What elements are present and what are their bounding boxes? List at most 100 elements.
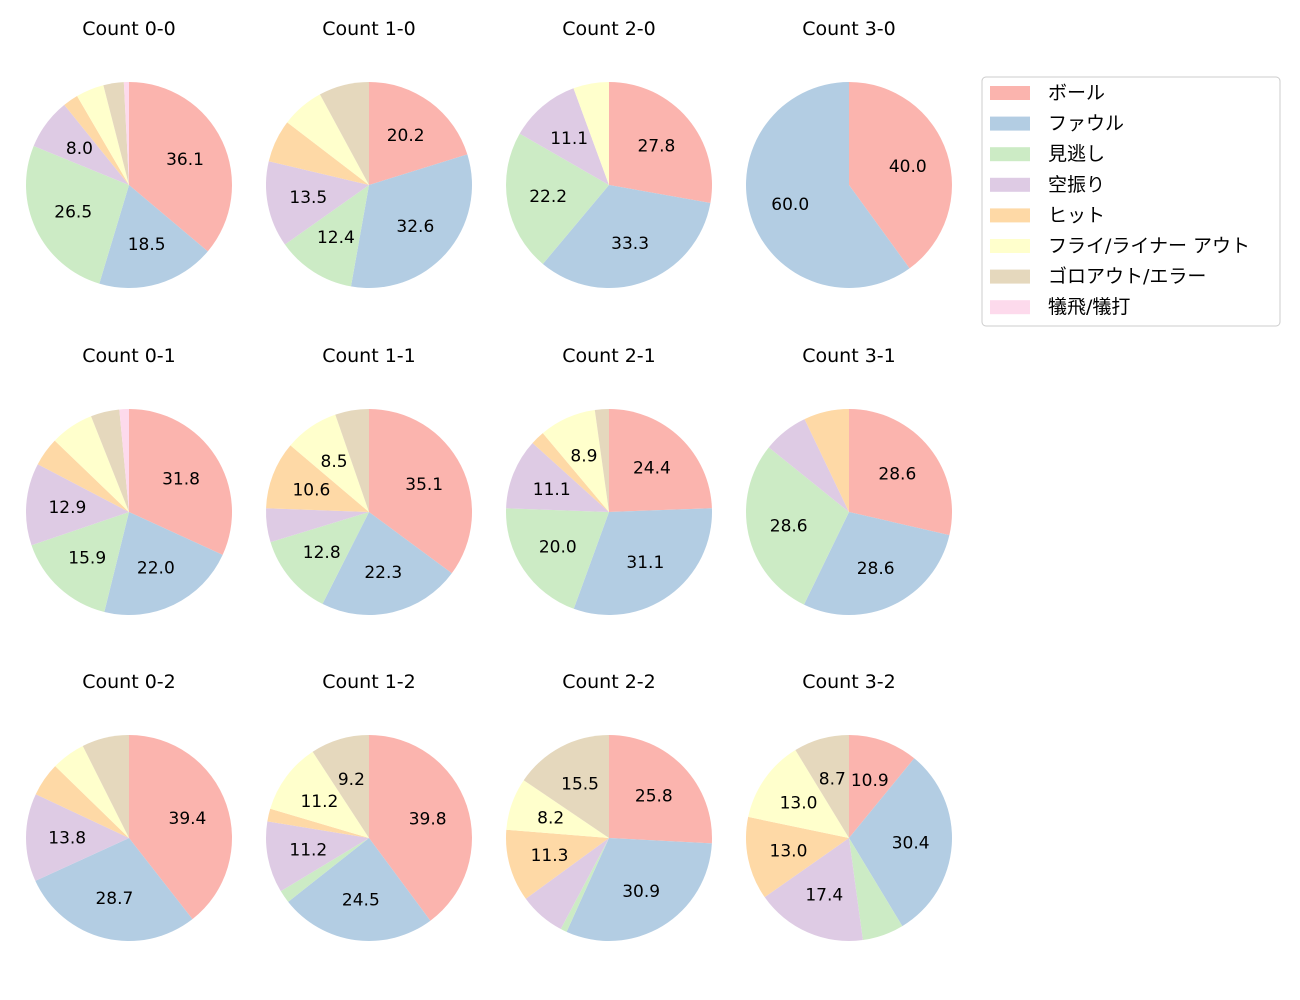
pie-slice <box>768 419 849 512</box>
pie-slice <box>35 838 193 941</box>
slice-label: 12.4 <box>317 228 355 248</box>
pie-slice <box>37 440 129 512</box>
pie-slice <box>312 735 369 838</box>
slice-label: 12.8 <box>303 543 341 563</box>
pie-slice <box>82 735 129 838</box>
slice-label: 30.4 <box>892 833 930 853</box>
slice-label: 24.4 <box>633 459 671 479</box>
pie-title: Count 3-0 <box>802 18 896 40</box>
pie-slice <box>795 735 849 838</box>
slice-label: 11.1 <box>550 129 588 149</box>
pie-slice <box>506 133 609 264</box>
pie-slice <box>35 766 130 838</box>
slice-label: 10.9 <box>851 771 889 791</box>
legend-label: フライ/ライナー アウト <box>1048 235 1250 257</box>
pie-slice <box>104 512 223 615</box>
slice-label: 39.8 <box>409 810 447 830</box>
pie-slice <box>519 88 609 185</box>
pie-slice <box>849 735 915 838</box>
legend-swatch <box>990 300 1030 315</box>
slice-label: 8.7 <box>819 769 846 789</box>
slice-label: 24.5 <box>342 890 380 910</box>
pie-count-0-0: Count 0-0 36.1 18.5 26.5 8.0 <box>26 18 232 288</box>
legend-swatch <box>990 147 1030 162</box>
pie-slice <box>266 821 369 892</box>
pie-count-2-2: Count 2-2 25.8 30.9 11.3 8.2 15.5 <box>506 671 712 941</box>
pie-slice <box>609 82 713 204</box>
pie-slice <box>746 82 910 288</box>
pie-title: Count 0-0 <box>82 18 176 40</box>
slice-label: 13.0 <box>780 793 818 813</box>
pie-slice <box>746 447 849 605</box>
pie-title: Count 2-1 <box>562 345 656 367</box>
slice-label: 31.1 <box>626 553 664 573</box>
slice-label: 8.0 <box>66 139 93 159</box>
legend-label: ボール <box>1048 82 1105 104</box>
pie-slice <box>77 85 129 185</box>
slice-label: 25.8 <box>635 786 673 806</box>
pie-slice <box>266 161 369 245</box>
pie-slice <box>849 838 903 941</box>
legend-label: ゴロアウト/エラー <box>1048 266 1206 288</box>
pie-slice <box>265 508 369 543</box>
legend-swatch <box>990 208 1030 223</box>
slice-label: 17.4 <box>805 886 843 906</box>
slice-label: 18.5 <box>128 235 166 255</box>
pie-count-1-2: Count 1-239.824.511.211.29.2 <box>266 671 472 941</box>
pie-slice <box>369 735 472 921</box>
legend-label: 見逃し <box>1048 143 1105 165</box>
pie-title: Count 3-2 <box>802 671 896 693</box>
slice-label: 60.0 <box>771 195 809 215</box>
slice-label: 31.8 <box>162 470 200 490</box>
pie-count-3-1: Count 3-1 28.6 28.6 28.6 <box>746 345 952 616</box>
pie-slice <box>532 433 609 512</box>
pie-slice <box>525 838 609 930</box>
slice-label: 10.6 <box>292 481 330 501</box>
pie-count-2-1: Count 2-1 24.4 31.1 20.0 11.1 8.9 <box>506 345 713 615</box>
pie-slice <box>560 838 609 932</box>
pie-title: Count 1-2 <box>322 671 416 693</box>
pie-slice <box>335 409 369 512</box>
slice-label: 28.7 <box>95 889 133 909</box>
pie-slice <box>849 82 953 269</box>
pie-title: Count 1-1 <box>322 345 416 367</box>
pie-slice <box>119 409 129 512</box>
slice-label: 36.1 <box>166 150 204 170</box>
pie-count-0-2: Count 0-2 39.4 28.7 13.8 <box>25 671 232 941</box>
pie-slice <box>849 758 952 927</box>
slice-label: 33.3 <box>611 234 649 254</box>
slice-label: 11.2 <box>300 792 338 812</box>
slice-label: 27.8 <box>637 136 675 156</box>
pie-slice <box>25 464 129 546</box>
pie-slice <box>804 409 849 512</box>
slice-label: 22.3 <box>364 563 402 583</box>
pie-slice <box>54 416 130 512</box>
slice-label: 11.2 <box>289 841 327 861</box>
pie-slice <box>506 780 609 838</box>
slice-label: 8.9 <box>570 447 597 467</box>
slice-label: 13.5 <box>289 188 327 208</box>
pie-slice <box>33 104 129 185</box>
pie-slice <box>268 122 369 185</box>
pie-slice <box>322 512 452 615</box>
pie-title: Count 2-2 <box>562 671 656 693</box>
pie-count-1-0: Count 1-0 20.2 32.6 12.4 13.5 <box>266 18 472 288</box>
slice-label: 22.2 <box>529 187 567 207</box>
pie-slice <box>55 745 129 838</box>
pie-slice <box>267 808 369 838</box>
pie-slice <box>350 154 472 288</box>
legend-label: 犠飛/犠打 <box>1048 296 1130 318</box>
legend-swatch <box>990 116 1030 131</box>
legend-swatch <box>990 177 1030 192</box>
pie-slice <box>542 185 711 289</box>
pie-slice <box>746 816 849 898</box>
pie-slice <box>609 409 712 512</box>
slice-label: 11.1 <box>533 480 571 500</box>
slice-label: 15.9 <box>68 549 106 569</box>
slice-label: 28.6 <box>857 559 895 579</box>
pie-slice <box>31 512 129 612</box>
legend-swatch <box>990 269 1030 284</box>
pie-slice <box>319 82 369 185</box>
pie-slice <box>594 409 609 512</box>
